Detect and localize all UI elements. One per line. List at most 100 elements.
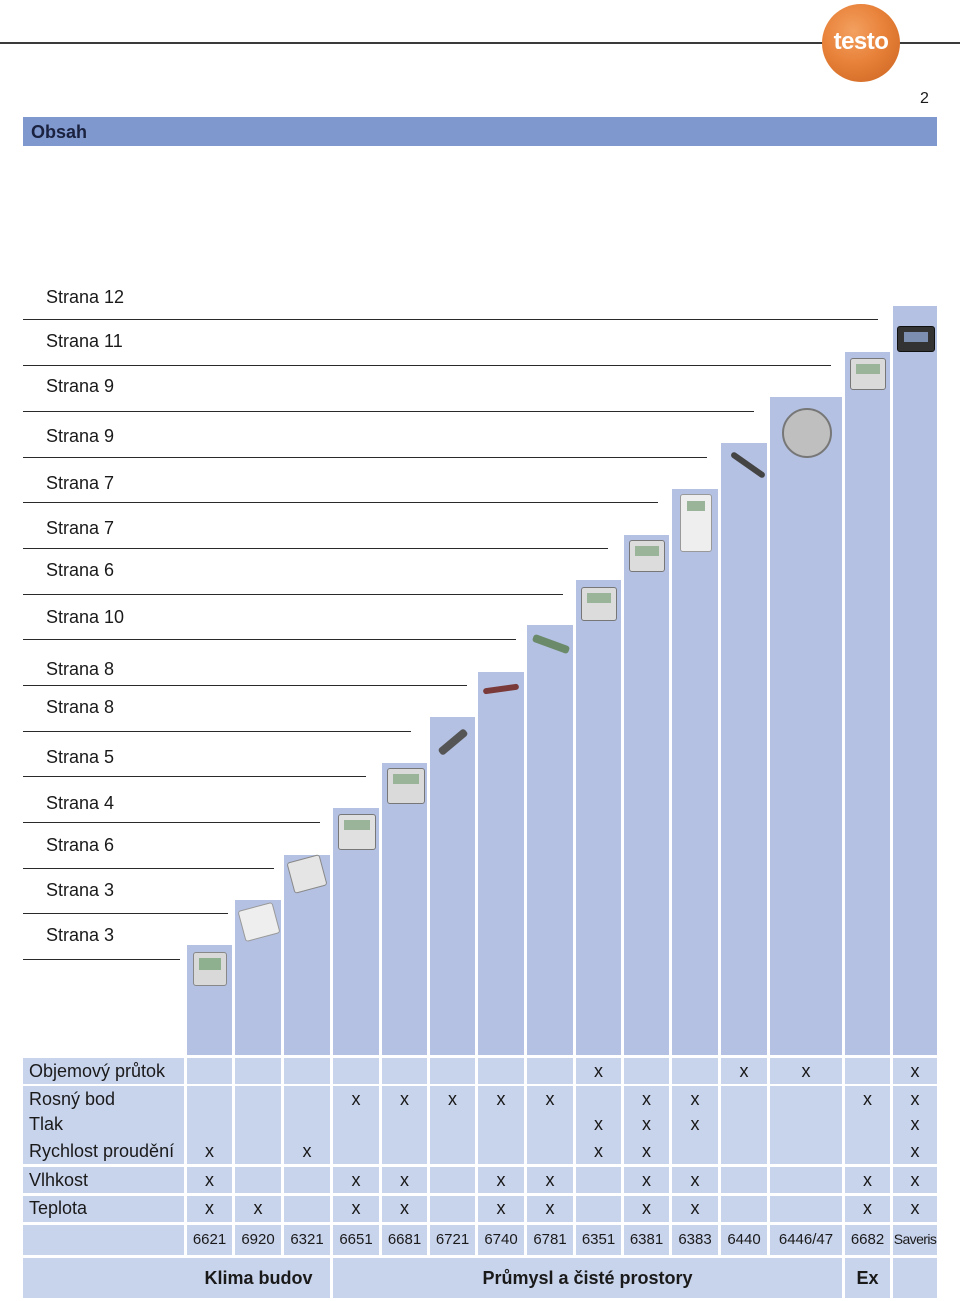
page-ref-rule-14 (23, 913, 228, 914)
matrix-cell: x (594, 1141, 603, 1161)
matrix-cell: x (205, 1141, 214, 1161)
matrix-cell: x (400, 1198, 409, 1218)
model-number: 6682 (850, 1231, 885, 1248)
matrix-cell: x (690, 1089, 700, 1109)
table-row-models (23, 1225, 937, 1255)
matrix-cell: x (863, 1089, 872, 1109)
matrix-cell: x (690, 1198, 700, 1218)
table-row-temperature (23, 1196, 937, 1222)
model-number: 6920 (241, 1231, 275, 1248)
matrix-cell: x (642, 1089, 651, 1109)
table-row-flow-velocity (23, 1138, 937, 1164)
col-separator (281, 1058, 284, 1255)
matrix-cell: x (642, 1170, 651, 1190)
matrix-cell: x (545, 1170, 555, 1190)
matrix-cell: x (400, 1089, 409, 1109)
col-separator (842, 1058, 845, 1298)
column-6682 (845, 352, 890, 1055)
matrix-cell: x (448, 1089, 457, 1109)
model-number: 6440 (727, 1231, 761, 1248)
row-label-temperature: Teplota (29, 1198, 88, 1218)
model-number: 6446/47 (778, 1231, 834, 1248)
page-ref-rule-12 (23, 822, 320, 823)
matrix-cell: x (400, 1170, 409, 1190)
table-row-humidity (23, 1167, 937, 1193)
page-ref-12: Strana 4 (46, 793, 115, 813)
page-ref-rule-8 (23, 639, 516, 640)
column-6351 (576, 580, 621, 1055)
matrix-cell: x (594, 1061, 603, 1081)
col-separator (184, 1058, 187, 1255)
matrix-cell: x (351, 1170, 361, 1190)
matrix-cell: x (302, 1141, 312, 1161)
row-label-humidity: Vlhkost (29, 1170, 89, 1190)
col-separator (427, 1058, 430, 1255)
group-ex: Ex (856, 1268, 879, 1288)
column-6446 (770, 397, 842, 1055)
page-number: 2 (920, 90, 929, 107)
logo-text: testo (833, 28, 889, 55)
transmitter-icon (387, 768, 425, 804)
group-industry-cleanrooms: Průmysl a čisté prostory (482, 1268, 693, 1288)
model-number: Saveris (893, 1231, 937, 1247)
matrix-cell: x (351, 1198, 361, 1218)
matrix-cell: x (910, 1114, 920, 1134)
model-number: 6383 (678, 1231, 712, 1248)
matrix-cell: x (910, 1141, 920, 1161)
matrix-cell: x (496, 1170, 506, 1190)
page-ref-rule-2 (23, 365, 831, 366)
page-ref-rule-9 (23, 685, 467, 686)
col-separator (718, 1058, 721, 1255)
col-separator (379, 1058, 382, 1255)
table-row-volume-flow (23, 1058, 937, 1084)
transmitter-icon (581, 587, 617, 621)
matrix-cell: x (739, 1061, 749, 1081)
display-transmitter-icon (680, 494, 712, 552)
column-saveris (893, 306, 937, 1055)
matrix-cell: x (690, 1170, 700, 1190)
matrix-cell: x (545, 1089, 555, 1109)
page-ref-rule-7 (23, 594, 563, 595)
page-ref-rule-11 (23, 776, 366, 777)
page-ref-rule-15 (23, 959, 180, 960)
matrix-cell: x (594, 1114, 603, 1134)
column-6740 (478, 672, 524, 1055)
header-rule-right (892, 42, 960, 44)
ex-transmitter-icon (850, 358, 886, 390)
matrix-cell: x (910, 1198, 920, 1218)
page-ref-rule-5 (23, 502, 658, 503)
matrix-cell: x (863, 1170, 872, 1190)
matrix-cell: x (545, 1198, 555, 1218)
col-separator (669, 1058, 672, 1255)
col-separator (890, 1058, 893, 1298)
section-title-bar: Obsah (23, 117, 937, 146)
transmitter-icon (629, 540, 665, 572)
column-6721 (430, 717, 475, 1055)
page-ref-rule-13 (23, 868, 274, 869)
model-number: 6351 (581, 1231, 616, 1248)
page-ref-rule-3 (23, 411, 754, 412)
matrix-cell: x (205, 1170, 214, 1190)
col-separator (621, 1058, 624, 1255)
table-row-groups (23, 1258, 937, 1298)
page-ref-4: Strana 9 (46, 426, 115, 446)
col-separator (524, 1058, 527, 1255)
matrix-cell: x (642, 1198, 651, 1218)
col-separator (330, 1058, 333, 1298)
page-ref-9: Strana 8 (46, 659, 115, 679)
page-ref-1: Strana 12 (46, 287, 125, 307)
row-separator (23, 1194, 937, 1196)
row-label-dew-point: Rosný bod (29, 1089, 116, 1109)
page-ref-10: Strana 8 (46, 697, 115, 717)
col-separator (232, 1058, 235, 1255)
model-number: 6781 (533, 1231, 567, 1248)
matrix-cell: x (253, 1198, 263, 1218)
section-title: Obsah (31, 122, 88, 142)
matrix-cell: x (910, 1061, 920, 1081)
model-number: 6321 (290, 1231, 324, 1248)
page-ref-15: Strana 3 (46, 925, 115, 945)
flow-meter-icon (782, 408, 832, 458)
model-number: 6740 (484, 1231, 518, 1248)
page-ref-6: Strana 7 (46, 518, 115, 538)
matrix-cell: x (863, 1198, 872, 1218)
